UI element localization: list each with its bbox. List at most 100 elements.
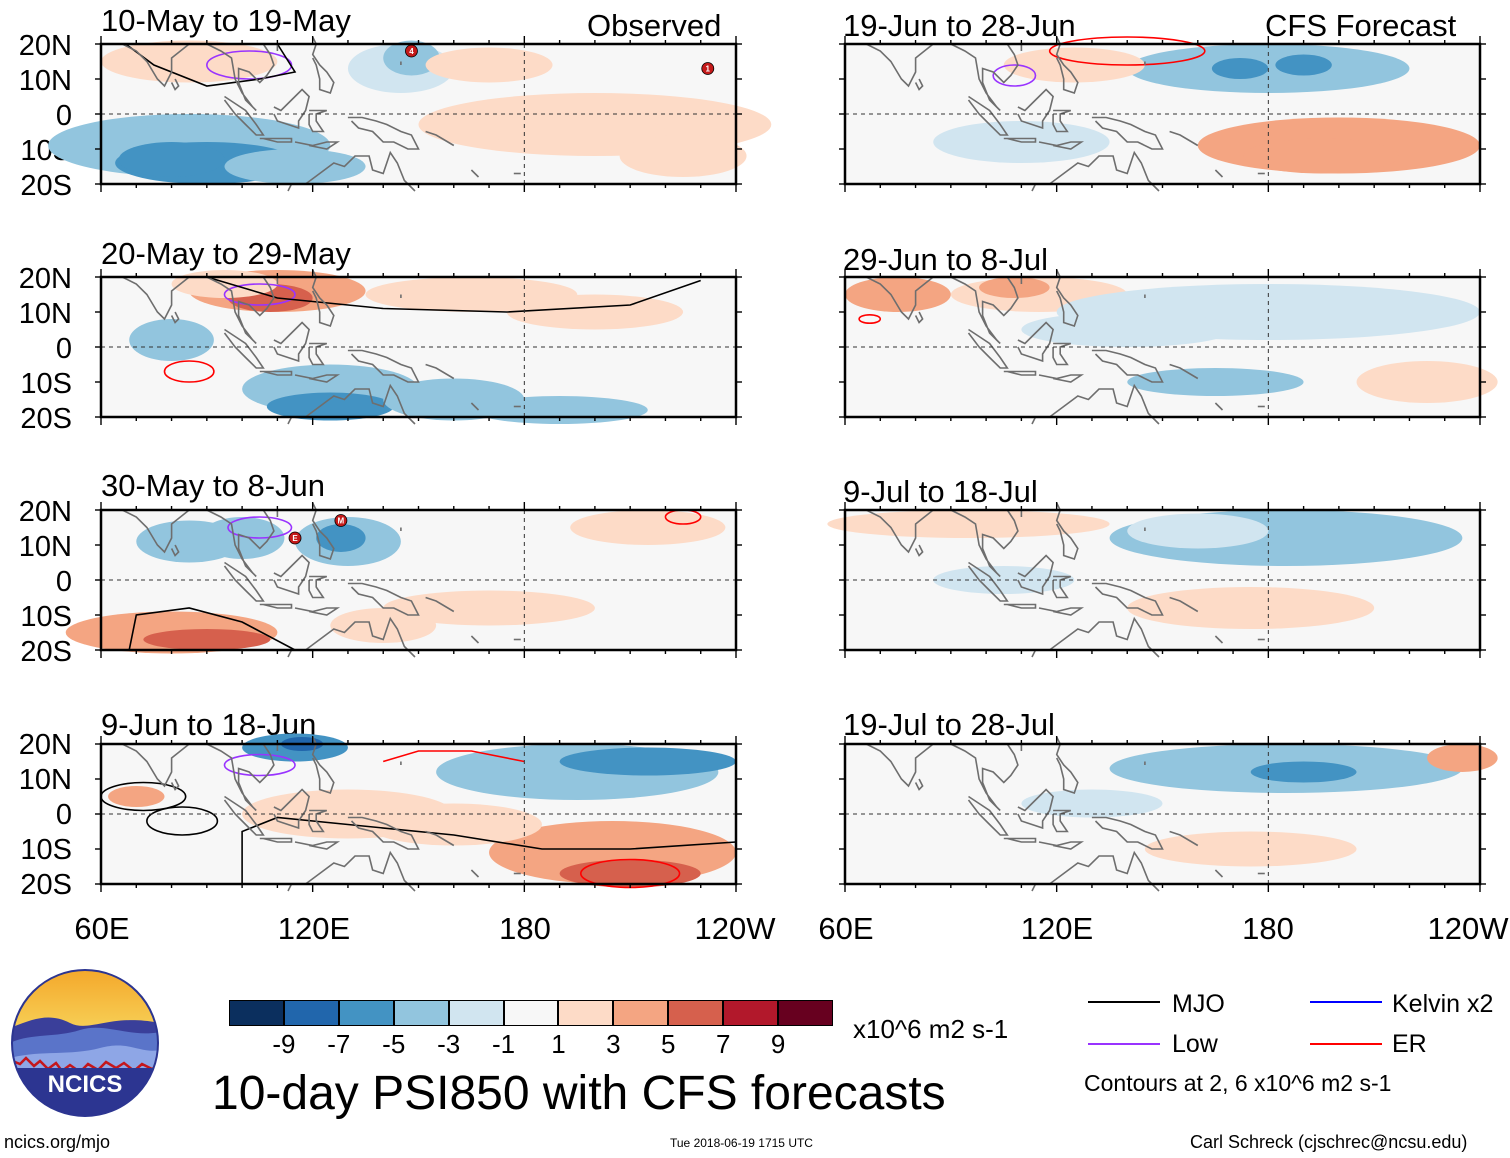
coastline (1214, 169, 1224, 178)
coastline (1003, 137, 1037, 143)
coastline (865, 276, 934, 321)
lat-label: 20S (20, 170, 72, 202)
colorbar-swatch (283, 1000, 339, 1026)
coastline (287, 850, 416, 892)
colorbar-tick-label: -5 (382, 1029, 406, 1059)
coastline (1169, 830, 1199, 847)
coastline (1038, 374, 1085, 383)
coastline (1052, 575, 1072, 599)
anomaly-blob (129, 319, 214, 361)
coastline (121, 43, 190, 88)
coastline (425, 596, 455, 613)
coastline (311, 502, 335, 561)
coastline (311, 36, 335, 95)
coastline (170, 778, 180, 791)
logo-text: NCICS (48, 1071, 123, 1098)
anomaly-field: 41 (48, 40, 772, 184)
anomaly-blob (425, 47, 553, 83)
coastline (206, 743, 275, 812)
coastline (950, 743, 1019, 812)
coastlines (865, 269, 1265, 425)
colorbar-swatch (778, 1000, 833, 1026)
coastline (425, 130, 455, 147)
colorbar-swatch (723, 1000, 779, 1026)
lat-label: 10S (20, 601, 72, 633)
coastlines (121, 36, 521, 192)
anomaly-blob (224, 149, 366, 184)
coastline (294, 841, 341, 850)
storm-marker-label: 4 (409, 47, 414, 56)
coastline (470, 635, 480, 644)
coastline (206, 509, 275, 578)
coastline (1038, 141, 1085, 150)
anomaly-blob (570, 510, 726, 545)
coastline (223, 795, 265, 836)
coastline (1017, 788, 1054, 830)
coastline (259, 370, 293, 376)
coastline (865, 743, 934, 788)
colorbar-tick-label: 9 (770, 1029, 786, 1059)
anomaly-field: ME (65, 509, 726, 654)
coastline (967, 795, 1009, 836)
coastline (121, 276, 190, 321)
colorbar-swatch (668, 1000, 724, 1026)
anomaly-blob (559, 747, 736, 776)
coastline (170, 311, 180, 324)
anomaly-blob (506, 294, 684, 330)
colorbar-tick-label: 5 (661, 1029, 676, 1059)
panel-title-2: 20-May to 29-May (101, 236, 351, 271)
lon-label-left: 120E (277, 911, 351, 946)
colorbar-swatch (338, 1000, 394, 1026)
coastline (308, 575, 328, 599)
anomaly-blob (1243, 138, 1399, 174)
anomaly-blob (489, 114, 666, 149)
coastline (308, 109, 328, 133)
map-panel: ME (65, 502, 742, 658)
coastline (470, 402, 480, 411)
coastline (206, 43, 275, 112)
coastline (287, 383, 416, 425)
coastline (1038, 841, 1085, 850)
footer-url[interactable]: ncics.org/mjo (4, 1132, 111, 1152)
er-contour (1048, 36, 1206, 66)
panel-title-3: 30-May to 8-Jun (101, 468, 325, 503)
coastline (1017, 88, 1054, 130)
coastline (273, 88, 310, 130)
coastline (259, 837, 293, 843)
coastline (914, 311, 924, 324)
coastline (950, 276, 1019, 345)
coastline (273, 321, 310, 363)
map-panel (95, 733, 742, 892)
anomaly-blob (383, 590, 595, 626)
coastline (1055, 736, 1079, 795)
lon-label-right: 60E (818, 911, 874, 946)
coastline (347, 116, 420, 150)
colorbar-swatch (448, 1000, 504, 1026)
coastlines (121, 502, 521, 658)
colorbar-tick-label: -9 (272, 1029, 296, 1059)
anomaly-blob (108, 786, 165, 807)
coastline (1017, 321, 1054, 363)
anomaly-blob (1356, 361, 1498, 403)
observed-label: Observed (587, 8, 722, 43)
coastline (1214, 635, 1224, 644)
coastline (1031, 150, 1160, 192)
ncics-logo: NCICS (11, 969, 159, 1117)
coastline (1052, 809, 1072, 833)
coastline (950, 509, 1019, 578)
map-panel (839, 736, 1498, 892)
coastline (1091, 116, 1164, 150)
coastline (294, 374, 341, 383)
anomaly-blob (316, 524, 366, 552)
panel-title-7: 9-Jul to 18-Jul (843, 474, 1038, 509)
coastline (1003, 370, 1037, 376)
anomaly-blob (1127, 368, 1304, 396)
low-contour (223, 753, 296, 777)
er-contour (382, 750, 525, 763)
coastline (287, 616, 416, 658)
panel-title-5: 19-Jun to 28-Jun (843, 8, 1076, 43)
storm-marker-icon (701, 62, 715, 75)
coastline (967, 95, 1009, 136)
anomaly-blob (1127, 587, 1375, 629)
coastline (121, 509, 190, 554)
